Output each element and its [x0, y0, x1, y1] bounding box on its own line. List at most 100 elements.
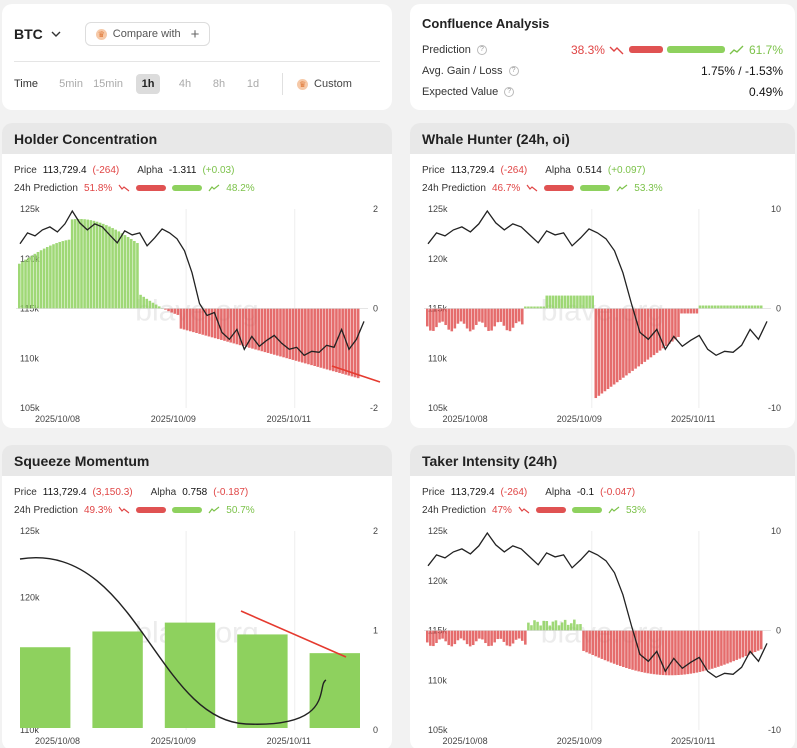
indicator-bar: [487, 630, 490, 647]
indicator-bar: [456, 630, 460, 641]
x-tick-label: 2025/10/11: [671, 414, 715, 424]
indicator-bar: [229, 308, 233, 343]
indicator-bar: [759, 305, 763, 309]
indicator-bar: [204, 308, 208, 336]
indicator-bar: [254, 308, 257, 350]
indicator-bar: [729, 630, 732, 663]
indicator-bar: [524, 630, 527, 645]
indicator-bar: [36, 251, 40, 309]
indicator-bar: [101, 223, 105, 309]
indicator-bar: [353, 308, 357, 378]
indicator-bar: [674, 308, 677, 340]
indicator-bar: [226, 308, 229, 342]
price-value: 113,729.4: [42, 486, 87, 498]
y2-tick-label: -10: [768, 403, 781, 413]
indicator-bar: [520, 308, 524, 325]
indicator-bar: [453, 308, 457, 329]
indicator-bar: [551, 621, 555, 631]
indicator-bar: [426, 308, 429, 327]
x-tick-label: 2025/10/08: [443, 736, 488, 746]
indicator-bar: [640, 630, 644, 673]
confluence-card: Confluence Analysis Prediction ? 38.3% 6…: [410, 4, 795, 110]
timeframe-1d[interactable]: 1d: [246, 78, 260, 90]
indicator-bar: [634, 630, 637, 671]
indicator-bar: [619, 308, 622, 380]
indicator-bar: [465, 630, 469, 645]
prediction-label: 24h Prediction: [422, 182, 486, 194]
indicator-bar: [263, 308, 267, 353]
indicator-bar: [86, 219, 90, 309]
indicator-bar: [426, 630, 429, 643]
indicator-bar: [649, 630, 653, 674]
indicator-bar: [450, 308, 454, 332]
indicator-bar: [717, 305, 720, 309]
help-icon[interactable]: ?: [476, 44, 487, 55]
price-value: 113,729.4: [450, 486, 495, 498]
indicator-bar: [750, 630, 754, 654]
symbol-select[interactable]: BTC: [14, 26, 61, 42]
indicator-bar: [475, 630, 478, 642]
indicator-bar: [481, 308, 484, 323]
timeframe-4h[interactable]: 4h: [178, 78, 192, 90]
indicator-bar: [142, 296, 145, 309]
compare-with-button[interactable]: ♛ Compare with +: [84, 22, 211, 46]
panel-title: Whale Hunter (24h, oi): [410, 123, 795, 154]
price-value: 113,729.4: [42, 164, 87, 176]
indicator-bar: [726, 630, 729, 664]
timeframe-5min[interactable]: 5min: [59, 78, 83, 90]
indicator-bar: [588, 630, 591, 654]
indicator-bar: [732, 630, 735, 662]
panel-squeeze-momentum: Squeeze Momentum Price 113,729.4 (3,150.…: [2, 445, 392, 748]
indicator-bar: [123, 235, 127, 309]
alpha-change: (-0.187): [213, 486, 249, 498]
indicator-bar: [481, 630, 484, 640]
y-tick-label: 105k: [428, 403, 448, 413]
indicator-bar: [508, 308, 512, 332]
x-tick-label: 2025/10/11: [671, 736, 715, 746]
indicator-bar: [89, 220, 93, 309]
indicator-bar: [429, 308, 432, 331]
indicator-bar: [248, 308, 251, 348]
price-line: [19, 557, 327, 725]
indicator-bar: [450, 630, 454, 647]
indicator-bar: [276, 308, 279, 356]
trend-up-icon: [616, 184, 628, 192]
indicator-bar: [514, 630, 518, 640]
y-tick-label: 120k: [428, 254, 448, 264]
indicator-bar: [560, 295, 564, 309]
custom-label: Custom: [314, 78, 352, 90]
indicator-bar: [151, 302, 155, 309]
indicator-bar: [603, 630, 607, 661]
indicator-bar: [594, 630, 598, 657]
indicator-bar: [435, 308, 438, 328]
indicator-bar: [720, 630, 723, 666]
custom-button[interactable]: ♛ Custom: [297, 78, 352, 90]
timeframe-15min[interactable]: 15min: [93, 78, 124, 90]
plus-icon: +: [190, 25, 200, 43]
indicator-bar: [505, 308, 509, 331]
help-icon[interactable]: ?: [508, 65, 519, 76]
indicator-bar: [683, 630, 686, 675]
timeframe-1h[interactable]: 1h: [136, 74, 161, 94]
y-tick-label: 105k: [428, 725, 448, 735]
indicator-bar: [573, 295, 576, 309]
indicator-bar: [341, 308, 344, 374]
timeframe-bar: Time 5min 15min 1h 4h 8h 1d ♛ Custom: [14, 73, 352, 95]
timeframe-8h[interactable]: 8h: [212, 78, 226, 90]
prediction-up-value: 53%: [625, 504, 646, 516]
indicator-bar: [55, 243, 58, 309]
indicator-bar: [664, 630, 668, 676]
indicator-bar: [285, 308, 288, 359]
indicator-bar: [185, 308, 189, 331]
indicator-bar: [609, 630, 613, 663]
indicator-bar: [744, 630, 748, 657]
trend-down-icon: [118, 506, 130, 514]
prediction-up-bar: [172, 507, 203, 513]
price-label: Price: [14, 486, 37, 498]
indicator-bar: [710, 305, 714, 309]
indicator-bar: [80, 219, 83, 309]
help-icon[interactable]: ?: [504, 86, 515, 97]
indicator-bar: [201, 308, 205, 335]
indicator-bar: [652, 630, 656, 675]
chart: blave.org125k120k115k110k105k100-102025/…: [424, 204, 781, 424]
